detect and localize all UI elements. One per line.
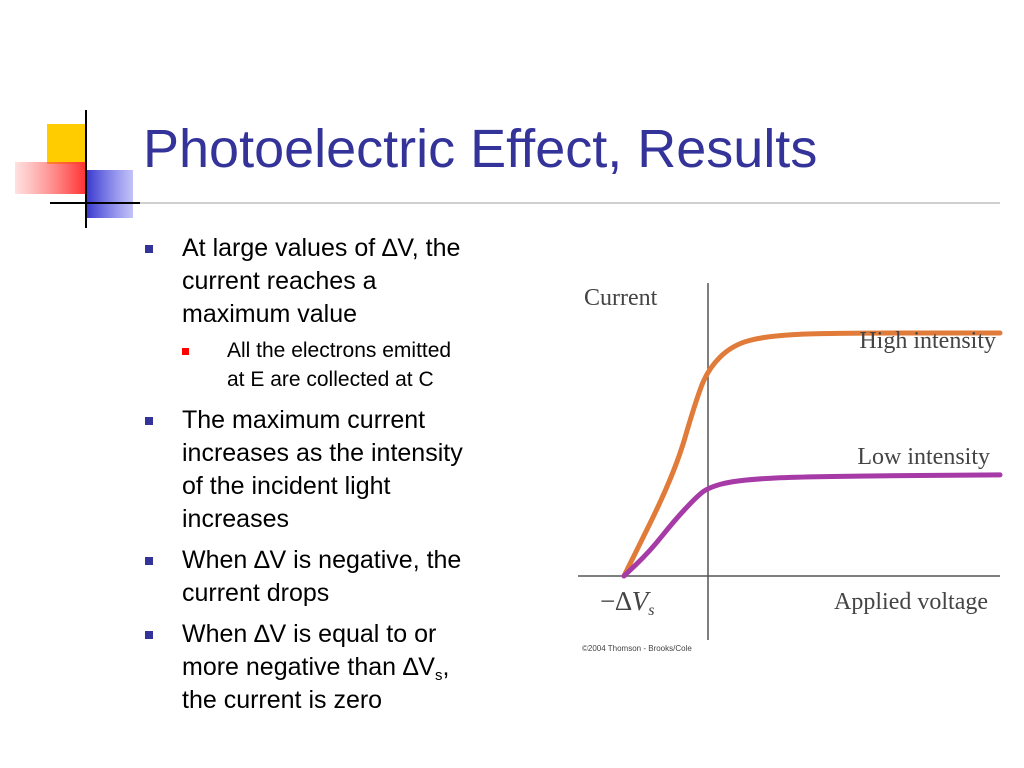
- series-line-low-intensity: [621, 472, 1003, 579]
- credit-text: ©2004 Thomson - Brooks/Cole: [582, 644, 692, 653]
- series-line-high-intensity: [621, 330, 1003, 579]
- bullet-text: more negative than ∆V: [182, 653, 435, 681]
- bullet-marker: [145, 417, 153, 425]
- sub-bullet-item: All the electrons emitted at E are colle…: [182, 336, 550, 394]
- yellow-square: [47, 124, 85, 164]
- chart-background: [572, 248, 1012, 668]
- bullet-line: At large values of ∆V, the: [182, 234, 461, 262]
- series-label-low-intensity: Low intensity: [857, 444, 990, 470]
- bullet-marker: [145, 631, 153, 639]
- legend-layer: High intensity Low intensity: [857, 328, 996, 470]
- photoelectric-chart: Current Applied voltage −∆Vs ©2004 Thoms…: [572, 248, 1012, 668]
- subscript: s: [434, 667, 443, 684]
- x-tick-prefix: −∆: [600, 586, 632, 616]
- x-tick-sub: s: [648, 602, 654, 619]
- bullet-item: When ∆V is negative, the current drops: [145, 544, 550, 610]
- bullet-marker: [145, 245, 153, 253]
- x-axis-label: Applied voltage: [834, 589, 988, 615]
- series-label-high-intensity: High intensity: [859, 328, 996, 354]
- bullet-line: When ∆V is negative, the: [182, 546, 462, 574]
- blue-square: [85, 170, 133, 218]
- sub-bullet-marker: [182, 348, 189, 355]
- bullet-line: maximum value: [182, 300, 358, 328]
- bullet-item: When ∆V is equal to or more negative tha…: [145, 618, 550, 717]
- series-layer: [621, 330, 1003, 579]
- bullet-item: At large values of ∆V, the current reach…: [145, 232, 550, 331]
- bullet-line: more negative than ∆Vs,: [182, 651, 550, 684]
- bullet-line: at E are collected at C: [227, 368, 434, 391]
- bullet-marker: [145, 557, 153, 565]
- bullet-line: the current is zero: [182, 686, 383, 714]
- bullet-text: ,: [442, 653, 450, 681]
- bullet-line: current drops: [182, 579, 330, 607]
- bullet-list: At large values of ∆V, the current reach…: [145, 232, 550, 725]
- slide-title: Photoelectric Effect, Results: [143, 119, 818, 179]
- bullet-line: current reaches a: [182, 267, 377, 295]
- bullet-line: increases: [182, 505, 289, 533]
- bullet-line: of the incident light: [182, 472, 391, 500]
- bullet-line: When ∆V is equal to or: [182, 620, 437, 648]
- y-axis-label: Current: [584, 285, 658, 311]
- corner-decoration: [15, 110, 1000, 228]
- bullet-line: increases as the intensity: [182, 439, 463, 467]
- x-tick-var: V: [632, 586, 652, 616]
- bullet-line: All the electrons emitted: [227, 339, 452, 362]
- bullet-item: The maximum current increases as the int…: [145, 404, 550, 536]
- bullet-line: The maximum current: [182, 406, 426, 434]
- red-bar: [15, 162, 85, 194]
- x-tick-label: −∆Vs: [600, 586, 654, 619]
